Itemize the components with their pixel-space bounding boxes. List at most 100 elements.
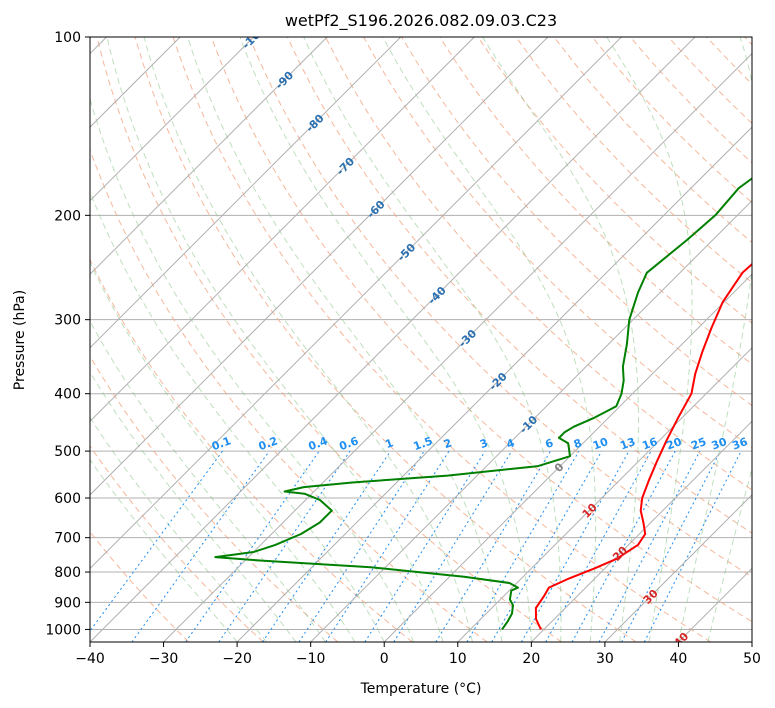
moist-adiabat-line — [303, 37, 562, 642]
isotherm-line — [530, 420, 752, 642]
dry-adiabat-line — [210, 37, 752, 623]
mixing-ratio-label: 3 — [478, 436, 490, 451]
isotherm-line — [90, 37, 549, 496]
x-tick-label: 30 — [596, 651, 614, 667]
mixing-ratio-label: 2 — [442, 436, 454, 451]
axes: −40 −30 −20 −10 0 10 20 30 40 5010020030040050060… — [45, 30, 761, 667]
moist-adiabat-line — [482, 37, 639, 642]
mixing-ratio-line — [185, 450, 320, 642]
moist-adiabat-line — [143, 37, 473, 642]
isotherm-line — [751, 641, 752, 642]
isotherm-line — [90, 37, 622, 570]
mixing-ratio-label: 20 — [665, 435, 684, 453]
moist-adiabat-line — [90, 320, 326, 642]
profile-series — [214, 177, 752, 630]
mixing-ratio-line — [298, 450, 425, 642]
y-tick-label: 500 — [54, 444, 81, 460]
mixing-ratio-label: 1.5 — [412, 434, 435, 453]
mixing-ratio-label: 0.1 — [210, 434, 233, 453]
moist-adiabat-line — [90, 261, 356, 642]
y-tick-label: 400 — [54, 387, 81, 403]
dry-adiabat-line — [134, 37, 637, 642]
mixing-ratio-line — [491, 450, 603, 642]
moist-adiabat-line — [382, 37, 597, 642]
dry-adiabat-line — [96, 37, 562, 642]
isotherm-line — [90, 37, 255, 202]
mixing-ratio-line — [621, 450, 721, 642]
isotherm-line — [90, 37, 328, 275]
mixing-ratio-label: 8 — [572, 436, 584, 451]
isotherm-line — [310, 199, 752, 642]
y-tick-label: 200 — [54, 208, 81, 224]
isotherm-line — [90, 37, 402, 349]
mixing-ratio-label: 1 — [384, 436, 396, 451]
y-tick-label: 900 — [54, 595, 81, 611]
y-tick-label: 800 — [54, 565, 81, 581]
temperature-profile-line — [534, 262, 752, 630]
moist-adiabat-line — [606, 37, 693, 642]
x-tick-label: −20 — [222, 651, 252, 667]
x-axis-title: Temperature (°C) — [360, 681, 482, 697]
mixing-ratio-label: 6 — [543, 436, 555, 451]
moist-adiabat-line — [90, 370, 297, 642]
x-tick-label: −30 — [149, 651, 179, 667]
moist-adiabat-line — [677, 37, 752, 642]
plot-area: 0.1 0.2 0.4 0.6 1 1.5 2 3 4 6 8 10 13 16 20 25 30 36-100-… — [90, 37, 752, 642]
isotherm-line — [604, 494, 752, 642]
plot-frame — [89, 36, 753, 643]
x-tick-label: 10 — [449, 651, 467, 667]
mixing-ratio-label: 16 — [640, 435, 659, 453]
isotherm-line — [90, 37, 696, 642]
plot-background — [90, 37, 752, 642]
dry-adiabat-line — [248, 37, 752, 578]
y-axis-title: Pressure (hPa) — [12, 290, 28, 390]
y-tick-label: 700 — [54, 531, 81, 547]
isotherm-line — [90, 37, 475, 423]
mixing-ratio-line — [521, 450, 630, 642]
y-tick-label: 1000 — [45, 622, 81, 638]
x-tick-label: −40 — [75, 651, 105, 667]
mixing-ratio-line — [218, 450, 351, 642]
dry-adiabats — [90, 37, 752, 642]
moist-adiabat-line — [187, 37, 503, 642]
mixing-ratio-line — [466, 450, 580, 642]
dry-adiabat-line — [325, 37, 752, 491]
mixing-ratio-label: 36 — [730, 435, 749, 453]
y-tick-label: 300 — [54, 313, 81, 329]
mixing-ratio-label: 30 — [710, 435, 729, 453]
isotherms — [90, 37, 752, 642]
x-tick-label: −10 — [296, 651, 326, 667]
dewpoint-profile-line — [214, 177, 752, 630]
mixing-ratio-label: 0.6 — [337, 434, 360, 453]
dry-adiabat-line — [286, 37, 752, 534]
mixing-ratio-label: 10 — [591, 435, 610, 453]
moist-adiabat-line — [90, 416, 267, 642]
y-tick-label: 100 — [54, 30, 81, 46]
dry-adiabat-line — [90, 445, 264, 642]
moist-adiabat-line — [106, 37, 444, 642]
moist-adiabat-line — [239, 37, 532, 642]
x-tick-label: 50 — [743, 651, 761, 667]
y-tick-label: 600 — [54, 491, 81, 507]
dry-adiabat-line — [90, 258, 413, 642]
mixing-ratio-label: 0.4 — [307, 434, 330, 453]
isotherm-line — [383, 273, 752, 642]
mixing-ratio-label: 13 — [618, 435, 637, 452]
isotherm-line — [457, 347, 752, 642]
mixing-ratio-line — [643, 450, 742, 642]
mixing-ratio-label: 0.2 — [257, 434, 280, 453]
moist-adiabats — [90, 37, 752, 642]
isotherm-line — [163, 52, 752, 642]
chart-title: wetPf2_S196.2026.082.09.03.C23 — [285, 11, 557, 31]
moist-adiabat-line — [707, 466, 752, 642]
moist-adiabat-line — [90, 190, 385, 642]
x-tick-label: 20 — [522, 651, 540, 667]
mixing-ratio-line — [571, 450, 676, 642]
pressure-gridlines — [90, 36, 752, 630]
x-tick-label: 0 — [380, 651, 389, 667]
mixing-ratio-label: 4 — [505, 436, 517, 451]
isotherm-line — [236, 126, 752, 642]
mixing-ratio-line — [598, 450, 701, 642]
